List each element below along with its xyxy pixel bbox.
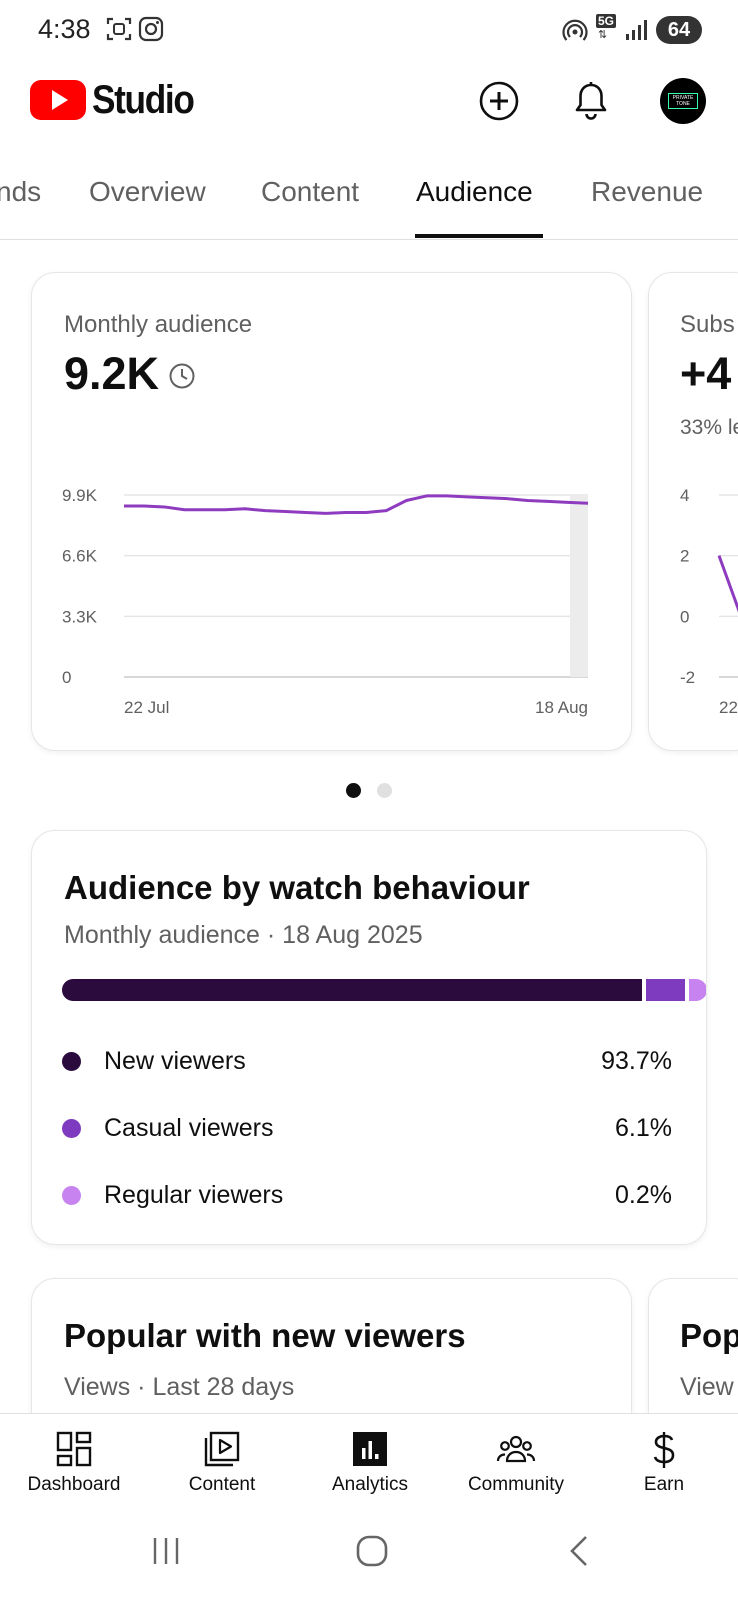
back-icon[interactable]: [562, 1533, 598, 1569]
nav-analytics[interactable]: Analytics: [296, 1414, 444, 1514]
monthly-audience-card[interactable]: Monthly audience 9.2K 9.9K 6.6K 3.3K 0 22 Ju…: [31, 272, 632, 751]
pager-dot-active[interactable]: [346, 783, 361, 798]
legend-value: 0.2%: [615, 1181, 672, 1209]
network-type: 5G: [596, 14, 617, 28]
tab-audience[interactable]: Audience: [416, 176, 533, 207]
subscribers-card[interactable]: Subs +4 33% le 4 2 0 -2 22: [648, 272, 738, 751]
tab-bar: nds Overview Content Audience Revenue: [0, 150, 738, 240]
nav-label: Earn: [643, 1474, 685, 1495]
section-title: Audience by watch behaviour: [64, 869, 530, 906]
clock-icon: [169, 363, 195, 389]
battery-icon: 64: [656, 16, 702, 44]
network-5g-icon: 5G ⇅: [596, 14, 618, 44]
y-tick-label: 6.6K: [62, 547, 98, 566]
dashboard-icon: [56, 1431, 92, 1467]
legend-row-casual-viewers: Casual viewers 6.1%: [62, 1114, 672, 1144]
bar-segment-casual: [646, 979, 685, 1001]
card-label: Monthly audience: [64, 311, 253, 338]
y-tick-label: -2: [680, 668, 695, 687]
y-tick-label: 0: [680, 607, 689, 626]
bell-icon: [575, 82, 607, 120]
legend-value: 93.7%: [601, 1047, 672, 1075]
subscribers-change: 33% le: [680, 416, 738, 439]
section-title: Pop: [680, 1317, 738, 1354]
nav-label: Community: [467, 1474, 565, 1495]
nav-earn[interactable]: Earn: [590, 1414, 738, 1514]
y-tick-label: 3.3K: [62, 607, 98, 626]
y-tick-label: 0: [62, 668, 71, 687]
notifications-button[interactable]: [568, 78, 614, 124]
card-label: Subs: [680, 311, 735, 338]
instagram-icon: [138, 16, 164, 42]
legend-dot: [62, 1052, 81, 1071]
bottom-nav: Dashboard Content Analytics Community: [0, 1413, 738, 1513]
pager-dot[interactable]: [377, 783, 392, 798]
y-tick-label: 9.9K: [62, 486, 98, 505]
watch-behaviour-bar: [62, 979, 706, 1001]
legend-row-new-viewers: New viewers 93.7%: [62, 1047, 672, 1077]
screenshot-icon: [106, 17, 132, 41]
section-subtitle: Monthly audience · 18 Aug 2025: [64, 921, 423, 949]
nav-content[interactable]: Content: [148, 1414, 296, 1514]
legend-dot: [62, 1119, 81, 1138]
tab-trends[interactable]: nds: [0, 176, 42, 207]
section-title: Popular with new viewers: [64, 1317, 466, 1354]
signal-icon: [626, 20, 647, 40]
system-navigation-bar: [0, 1513, 738, 1600]
subscribers-value: +4: [680, 348, 732, 399]
tab-overview[interactable]: Overview: [89, 176, 206, 207]
home-icon[interactable]: [354, 1533, 390, 1569]
legend-label: Casual viewers: [104, 1114, 274, 1142]
nav-dashboard[interactable]: Dashboard: [0, 1414, 148, 1514]
nav-community[interactable]: Community: [442, 1414, 590, 1514]
earn-icon: [653, 1432, 675, 1468]
y-tick-label: 4: [680, 486, 689, 505]
legend-label: Regular viewers: [104, 1181, 284, 1209]
active-tab-indicator: [415, 234, 543, 238]
analytics-icon: [353, 1432, 387, 1466]
legend-label: New viewers: [104, 1047, 246, 1075]
nav-label: Dashboard: [27, 1474, 121, 1495]
watch-behaviour-card: Audience by watch behaviour Monthly audi…: [31, 830, 707, 1245]
legend-value: 6.1%: [615, 1114, 672, 1142]
community-icon: [496, 1435, 536, 1463]
nav-label: Content: [188, 1474, 256, 1495]
bar-segment-regular: [689, 979, 706, 1001]
x-tick-label: 22 Jul: [124, 698, 169, 717]
tab-content[interactable]: Content: [261, 176, 360, 207]
content-icon: [204, 1431, 240, 1467]
status-time: 4:38: [38, 14, 91, 44]
section-subtitle: View: [680, 1373, 734, 1401]
network-arrows: ⇅: [598, 29, 608, 41]
recent-apps-icon[interactable]: [148, 1533, 184, 1569]
subscribers-chart: 4 2 0 -2 22: [680, 486, 738, 717]
legend-dot: [62, 1186, 81, 1205]
latest-period-highlight: [570, 495, 588, 677]
bar-segment-new: [62, 979, 643, 1001]
monthly-audience-value: 9.2K: [64, 348, 160, 399]
youtube-logo-icon: [30, 80, 86, 120]
monthly-audience-chart: 9.9K 6.6K 3.3K 0 22 Jul 18 Aug: [62, 486, 589, 717]
hotspot-icon: [562, 19, 588, 41]
section-subtitle: Views · Last 28 days: [64, 1373, 295, 1401]
create-button[interactable]: [476, 78, 522, 124]
avatar[interactable]: PRIVATE TONE: [660, 78, 706, 124]
series-line: [717, 555, 738, 613]
y-tick-label: 2: [680, 547, 689, 566]
avatar-text: PRIVATE TONE: [668, 93, 698, 109]
add-circle-icon: [479, 81, 519, 121]
tab-revenue[interactable]: Revenue: [591, 176, 704, 207]
nav-label: Analytics: [331, 1474, 409, 1495]
status-bar: 4:38 5G ⇅ 64: [0, 0, 738, 60]
x-tick-label: 22: [719, 698, 738, 717]
legend-row-regular-viewers: Regular viewers 0.2%: [62, 1181, 672, 1211]
studio-wordmark: Studio: [92, 78, 195, 122]
series-line: [124, 494, 589, 515]
x-tick-label: 18 Aug: [535, 698, 588, 717]
